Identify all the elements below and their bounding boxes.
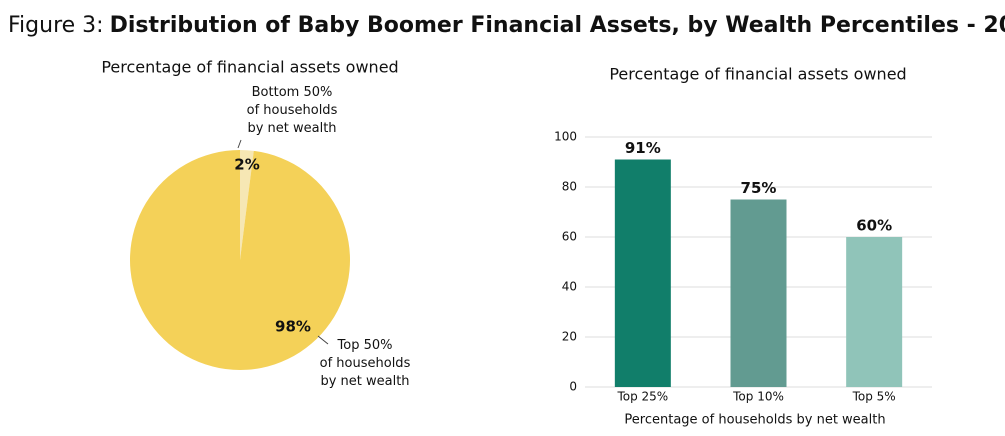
bar — [730, 199, 787, 387]
bar — [846, 237, 903, 387]
x-tick-label: Top 25% — [616, 390, 668, 404]
slice-label-line: Bottom 50% — [252, 85, 333, 100]
slice-label: Top 50% of households by net wealth — [320, 338, 411, 389]
chart-title: Percentage of financial assets owned — [609, 65, 906, 84]
slice-label-line: Top 50% — [337, 338, 393, 353]
y-tick-label: 60 — [562, 230, 577, 244]
y-tick-label: 100 — [554, 130, 577, 144]
slice-label-line: by net wealth — [247, 121, 336, 136]
slice-label-line: of households — [247, 103, 338, 118]
chart-title: Percentage of financial assets owned — [101, 58, 398, 77]
leader-line — [317, 335, 329, 345]
figure-title: Distribution of Baby Boomer Financial As… — [110, 13, 1005, 38]
value-label: 91% — [625, 139, 661, 157]
x-tick-label: Top 5% — [852, 390, 896, 404]
y-tick-label: 20 — [562, 330, 577, 344]
value-label: 75% — [741, 179, 777, 197]
value-label: 2% — [234, 156, 259, 174]
leader-line — [237, 139, 242, 149]
x-tick-label: Top 10% — [732, 390, 784, 404]
page-title: Figure 3: Distribution of Baby Boomer Fin… — [8, 13, 1005, 38]
y-tick-label: 0 — [569, 380, 577, 394]
bar — [614, 159, 671, 387]
y-tick-label: 40 — [562, 280, 577, 294]
pie-slice — [130, 150, 351, 370]
pie-slice — [240, 150, 254, 260]
value-label: 60% — [856, 217, 892, 235]
x-axis-label: Percentage of households by net wealth — [624, 413, 885, 428]
value-label: 98% — [275, 318, 311, 336]
figure-label: Figure 3: — [8, 13, 104, 38]
y-tick-label: 80 — [562, 180, 577, 194]
slice-label: Bottom 50% of households by net wealth — [247, 85, 338, 136]
slice-label-line: of households — [320, 356, 411, 371]
slice-label-line: by net wealth — [320, 374, 409, 389]
